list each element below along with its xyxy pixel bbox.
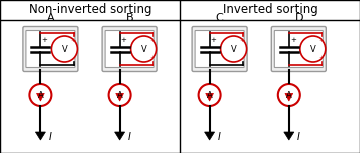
Text: Non-inverted sorting: Non-inverted sorting (29, 4, 151, 17)
Text: V: V (141, 45, 147, 54)
Text: I: I (127, 132, 130, 142)
Circle shape (278, 84, 300, 106)
Polygon shape (114, 132, 125, 140)
FancyBboxPatch shape (195, 30, 244, 67)
Text: C: C (216, 13, 224, 23)
FancyBboxPatch shape (192, 26, 247, 71)
Text: V: V (310, 45, 316, 54)
Text: V: V (231, 45, 237, 54)
Text: +: + (319, 55, 324, 60)
Polygon shape (285, 93, 293, 101)
FancyBboxPatch shape (26, 30, 75, 67)
Circle shape (109, 84, 131, 106)
Text: Inverted sorting: Inverted sorting (222, 4, 318, 17)
FancyBboxPatch shape (271, 26, 326, 71)
Text: V: V (62, 45, 67, 54)
Text: A: A (207, 91, 212, 99)
Text: +: + (239, 38, 245, 43)
Text: I: I (217, 132, 220, 142)
Circle shape (199, 84, 221, 106)
Polygon shape (116, 93, 123, 101)
Text: A: A (46, 13, 54, 23)
Text: I: I (297, 132, 300, 142)
Text: A: A (117, 91, 122, 99)
Circle shape (221, 36, 247, 62)
Text: +: + (41, 37, 47, 43)
FancyBboxPatch shape (23, 26, 78, 71)
Circle shape (300, 36, 326, 62)
Circle shape (131, 36, 157, 62)
Text: A: A (37, 91, 43, 99)
Text: +: + (149, 38, 155, 43)
Circle shape (30, 84, 51, 106)
Text: +: + (211, 37, 216, 43)
Polygon shape (284, 132, 294, 140)
Text: A: A (286, 91, 292, 99)
Text: +: + (121, 37, 126, 43)
Text: +: + (149, 55, 155, 60)
Text: +: + (70, 38, 76, 43)
FancyBboxPatch shape (105, 30, 154, 67)
Polygon shape (206, 93, 213, 101)
Text: I: I (48, 132, 51, 142)
Text: +: + (319, 38, 324, 43)
Text: +: + (290, 37, 296, 43)
Polygon shape (204, 132, 215, 140)
Polygon shape (35, 132, 45, 140)
FancyBboxPatch shape (274, 30, 323, 67)
Polygon shape (37, 93, 44, 101)
Circle shape (51, 36, 77, 62)
FancyBboxPatch shape (102, 26, 157, 71)
Text: D: D (294, 13, 303, 23)
Text: B: B (126, 13, 134, 23)
